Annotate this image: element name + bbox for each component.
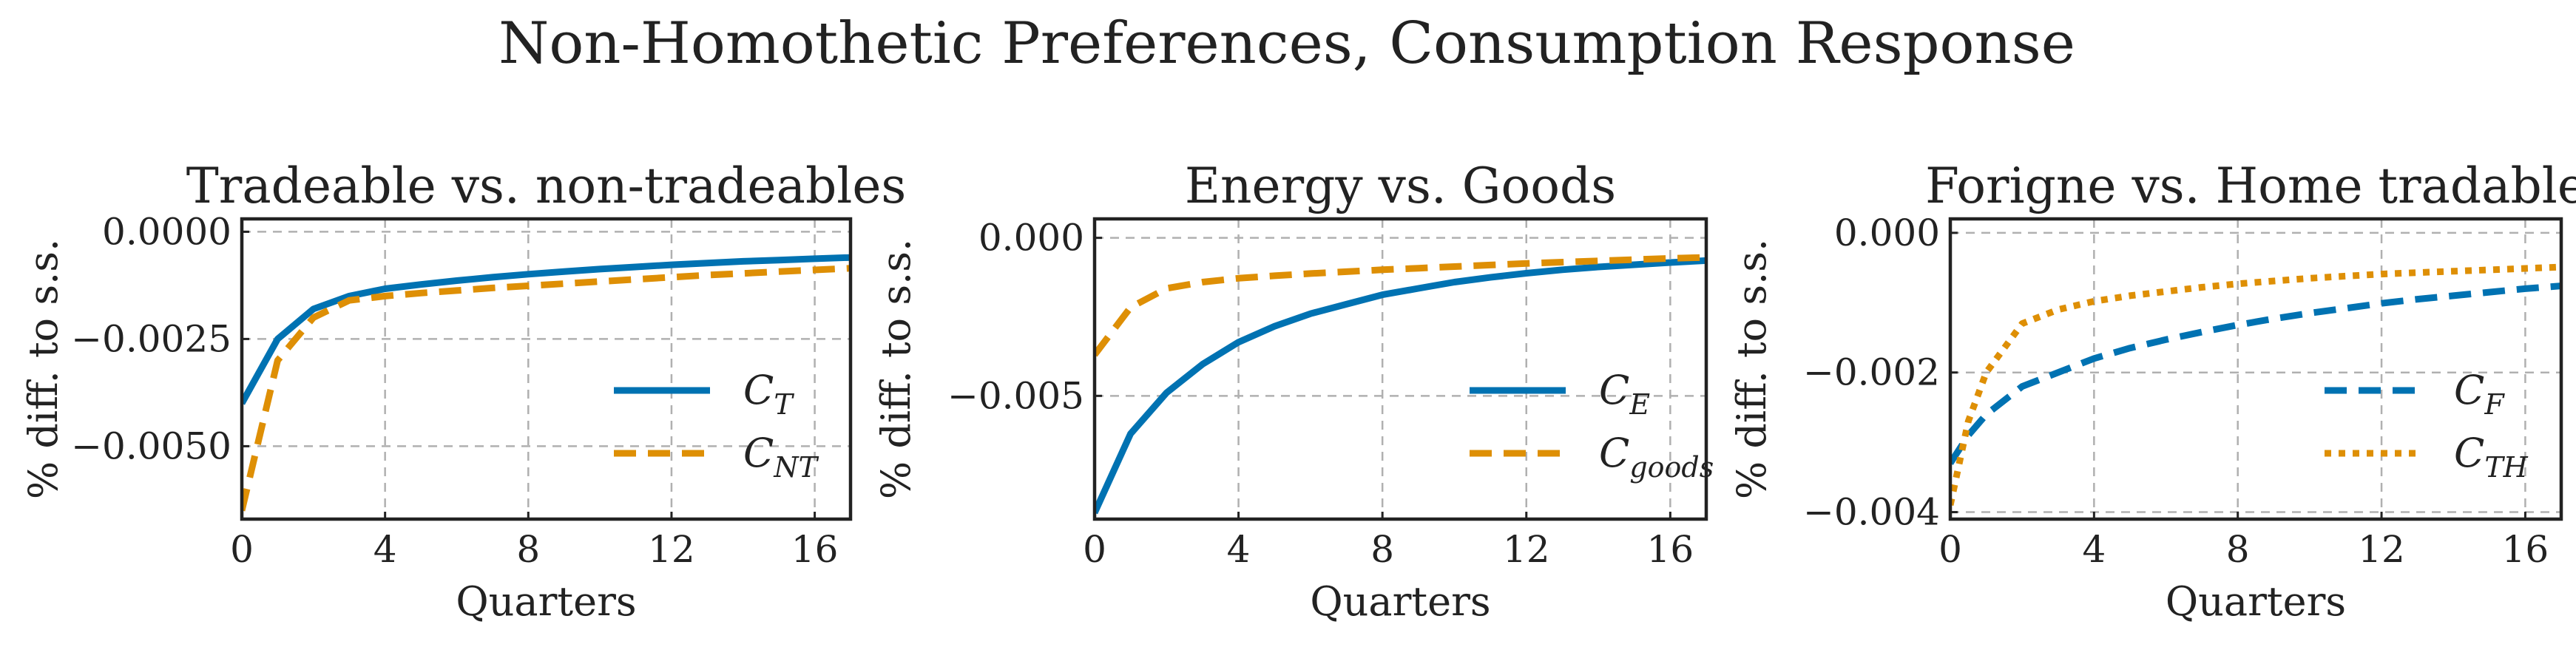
grid <box>240 219 851 519</box>
axes-frame <box>1092 217 1708 521</box>
figure-title: Non-Homothetic Preferences, Consumption … <box>498 10 2075 77</box>
x-tick-label: 16 <box>1647 528 1694 571</box>
y-tick-label: −0.0025 <box>71 317 231 360</box>
panel-title: Forigne vs. Home tradable <box>1925 158 2576 214</box>
series-line-C-TH <box>1950 263 2561 507</box>
y-tick-label: −0.005 <box>947 374 1084 417</box>
legend: CT CNT <box>614 367 819 484</box>
legend-label: CF <box>2454 367 2505 421</box>
x-tick-label: 8 <box>516 528 540 571</box>
x-tick-label: 0 <box>1083 528 1106 571</box>
legend-label: CE <box>1599 367 1650 421</box>
x-tick-label: 12 <box>2358 528 2405 571</box>
axes-frame <box>1948 217 2563 521</box>
series-line-C-F <box>1950 282 2561 465</box>
x-tick-label: 4 <box>2082 528 2106 571</box>
y-tick-label: −0.002 <box>1803 351 1940 394</box>
x-tick-label: 16 <box>2502 528 2549 571</box>
panel-title: Tradeable vs. non-tradeables <box>186 158 907 214</box>
y-tick-label: −0.004 <box>1803 491 1940 534</box>
legend-label: Cgoods <box>1599 430 1714 484</box>
x-tick-label: 12 <box>1503 528 1550 571</box>
x-tick-label: 8 <box>2226 528 2250 571</box>
legend: CF CTH <box>2325 367 2529 484</box>
legend: CE Cgoods <box>1470 367 1714 484</box>
legend-label: CNT <box>743 430 819 484</box>
x-axis-label: Quarters <box>1310 578 1490 625</box>
x-tick-label: 0 <box>230 528 254 571</box>
y-tick-label: 0.000 <box>1834 211 1940 254</box>
series-line-C-NT <box>242 265 851 512</box>
y-axis-label: % diff. to s.s. <box>873 239 919 499</box>
panel-3: Forigne vs. Home tradable 0 4 8 12 16 0.000 −0.… <box>1728 158 2576 625</box>
y-axis-label: % diff. to s.s. <box>20 239 67 499</box>
x-tick-label: 4 <box>1227 528 1251 571</box>
series-line-C-E <box>1095 257 1706 515</box>
panel-title: Energy vs. Goods <box>1185 158 1616 214</box>
y-tick-label: −0.0050 <box>71 424 231 467</box>
x-tick-label: 0 <box>1938 528 1962 571</box>
x-tick-label: 4 <box>373 528 397 571</box>
legend-label: CTH <box>2454 430 2529 484</box>
x-tick-label: 16 <box>791 528 839 571</box>
series-line-C-T <box>242 254 851 405</box>
series-line-C-goods <box>1095 254 1706 357</box>
panel-1: Tradeable vs. non-tradeables 0 4 8 12 16 0.000… <box>20 158 906 625</box>
y-tick-label: 0.0000 <box>102 210 231 253</box>
x-axis-label: Quarters <box>456 578 636 625</box>
y-tick-label: 0.000 <box>978 217 1084 260</box>
panel-2: Energy vs. Goods 0 4 8 12 16 0.000 −0.005 Quarte… <box>873 158 1714 625</box>
axes-frame <box>240 217 853 521</box>
legend-label: CT <box>743 367 794 421</box>
y-axis-label: % diff. to s.s. <box>1728 239 1775 499</box>
x-axis-label: Quarters <box>2166 578 2346 625</box>
x-tick-label: 12 <box>648 528 695 571</box>
x-tick-label: 8 <box>1370 528 1394 571</box>
